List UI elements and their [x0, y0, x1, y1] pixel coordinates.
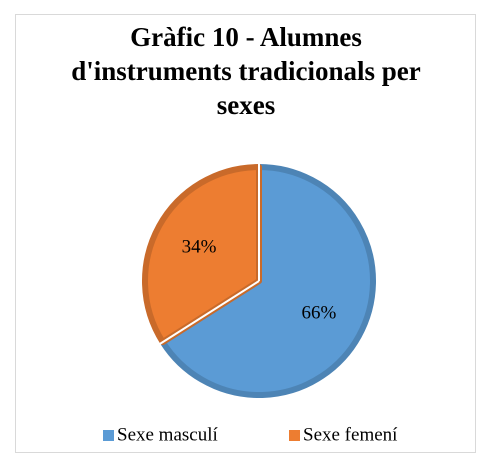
- data-label: 66%: [302, 302, 337, 323]
- legend-label: Sexe femení: [303, 424, 398, 445]
- slice-separator: [158, 280, 260, 346]
- legend-swatch: [103, 430, 114, 441]
- pie-slice: [159, 164, 376, 398]
- chart-title: Gràfic 10 - Alumnes d'instruments tradic…: [71, 22, 421, 120]
- data-label: 34%: [182, 236, 217, 257]
- legend-swatch: [289, 430, 300, 441]
- legend-label: Sexe masculí: [117, 424, 219, 445]
